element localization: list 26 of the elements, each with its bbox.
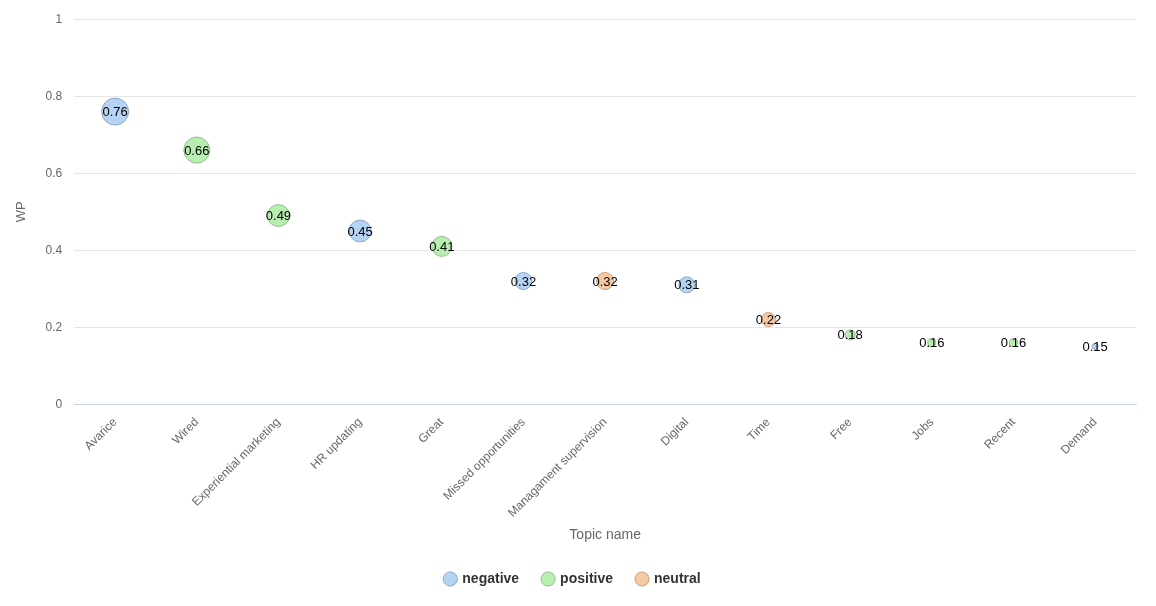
legend-label: neutral	[654, 569, 701, 586]
data-label: 0.41	[429, 238, 455, 254]
data-label: 0.15	[1082, 339, 1108, 355]
y-tick-label: 0.4	[45, 242, 63, 257]
data-label: 0.76	[102, 104, 128, 120]
y-tick-label: 0	[55, 396, 63, 411]
data-label: 0.45	[347, 223, 373, 239]
legend-label: negative	[462, 569, 520, 586]
data-label: 0.32	[510, 273, 537, 289]
legend-label: positive	[560, 569, 614, 586]
y-tick-label: 1	[55, 11, 63, 26]
data-label: 0.16	[1000, 335, 1027, 351]
data-label: 0.22	[755, 312, 782, 328]
y-axis-title: WP	[13, 201, 29, 223]
data-label: 0.16	[919, 335, 945, 351]
x-tick-label: Free	[827, 414, 855, 443]
data-label: 0.32	[592, 273, 618, 289]
data-label: 0.31	[674, 277, 700, 293]
data-label: 0.18	[837, 327, 863, 343]
y-tick-label: 0.8	[45, 88, 63, 103]
x-tick-label: Time	[744, 414, 774, 444]
y-tick-label: 0.2	[45, 319, 63, 334]
x-axis-title: Topic name	[569, 526, 642, 543]
y-tick-label: 0.6	[45, 165, 63, 180]
data-label: 0.49	[265, 208, 292, 224]
data-label: 0.66	[184, 142, 210, 158]
